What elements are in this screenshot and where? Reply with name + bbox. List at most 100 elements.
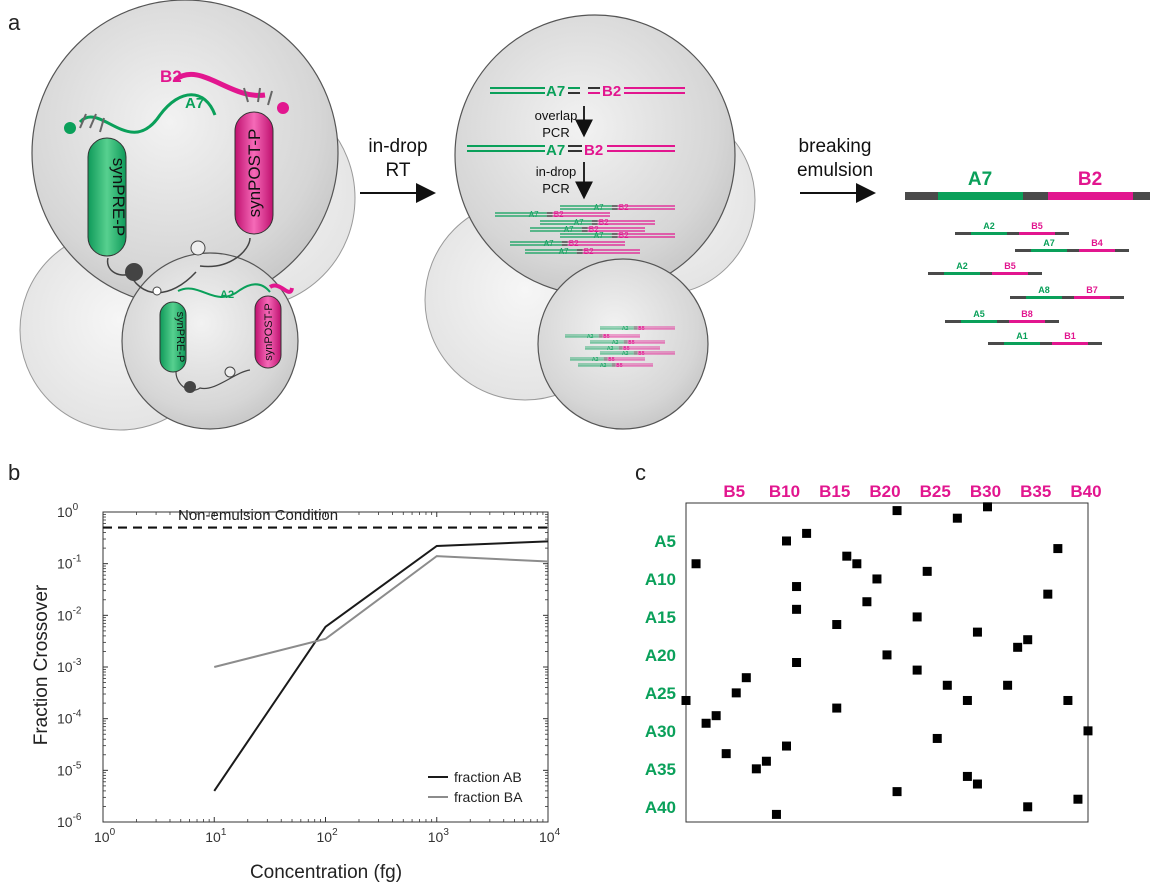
crossover-point <box>782 741 791 751</box>
crossover-point <box>731 688 741 698</box>
crossover-point <box>792 604 802 614</box>
synpre-label-small: synPRE-P <box>174 312 186 363</box>
amplicon: A2 B5 <box>590 340 665 346</box>
column-label: B15 <box>819 482 850 501</box>
panel-c-letter: c <box>635 460 646 485</box>
amplicon: A2 B5 <box>600 326 675 332</box>
synpost-cylinder <box>254 295 282 369</box>
fragment-label-b: B4 <box>1091 238 1103 248</box>
crossover-point <box>892 787 902 797</box>
rna-strand-b <box>173 71 266 98</box>
rna-strand-b <box>268 283 294 294</box>
amplicon-label-b: B5 <box>628 340 634 346</box>
row-label: A5 <box>654 532 676 551</box>
crossover-point <box>932 733 942 743</box>
amplicon-label-a: A7 <box>594 203 604 212</box>
crossover-point <box>1003 680 1013 690</box>
y-axis-title: Fraction Crossover <box>31 584 52 745</box>
column-label: B5 <box>723 482 745 501</box>
crossover-point <box>1013 642 1023 652</box>
amplicon: A7 B2 <box>510 239 625 248</box>
crossover-point <box>962 771 972 781</box>
row-label: A10 <box>645 570 676 589</box>
crossover-point <box>852 559 862 569</box>
reference-line-label: Non-emulsion Condition <box>178 507 338 524</box>
crossover-point <box>952 513 962 523</box>
y-tick-label: 10-4 <box>57 709 82 727</box>
crossover-point <box>802 528 812 538</box>
crossover-point <box>711 711 721 721</box>
cell-pair-large: B2 A7 synPRE-P synPOST-P <box>64 67 289 296</box>
product-large-label-a: A7 <box>968 169 992 190</box>
crossover-point <box>1023 802 1033 812</box>
crossover-point <box>1053 544 1063 554</box>
amplicon-label-a: A7 <box>564 225 574 234</box>
row-label: A35 <box>645 760 676 779</box>
amplicon-label-b: B5 <box>603 334 609 340</box>
bead-icon <box>190 240 206 256</box>
bead-icon <box>152 286 162 296</box>
bead-icon <box>125 263 143 281</box>
synpre-cylinder <box>159 301 187 373</box>
column-label: B35 <box>1020 482 1051 501</box>
rna-label-a: A7 <box>185 95 204 112</box>
amplicon-label-b: B2 <box>569 239 579 248</box>
crossover-point <box>1043 589 1053 599</box>
amplicon: A2 B5 <box>565 334 640 340</box>
crossover-matrix: B5 B10 B15 B20 B25 B30 B35 B40 A5 A10 A15 A20 A25 A30… <box>645 482 1102 823</box>
amplicon: A2 B5 <box>578 363 653 369</box>
crossover-point <box>1063 695 1073 705</box>
amplicon-label-b: B2 <box>599 218 609 227</box>
amplicon-label-b: B5 <box>616 363 622 369</box>
crossover-point <box>782 536 791 546</box>
panel-a-letter: a <box>8 10 21 35</box>
column-label: B30 <box>970 482 1001 501</box>
rna-strand-a <box>78 93 217 134</box>
crossover-point <box>1083 726 1093 736</box>
y-tick-label: 10-3 <box>57 657 82 675</box>
line-chart: 100 101 102 103 104 10-6 10-5 10-4 10-3 10-2 10-1 1… <box>57 502 561 845</box>
row-label: A20 <box>645 646 676 665</box>
amplicon: A2 B5 <box>600 351 675 357</box>
column-label: B40 <box>1070 482 1101 501</box>
fragment-label-a: A2 <box>983 221 995 231</box>
x-tick-label: 103 <box>428 827 450 845</box>
fragment-label-a: A7 <box>1043 238 1055 248</box>
panel-a: a B2 A7 synPRE-P synPOST-P <box>8 0 1150 431</box>
bead-icon <box>184 381 196 393</box>
crossover-point <box>962 695 972 705</box>
arrow1-label-line2: RT <box>386 160 411 181</box>
crossover-point <box>691 559 701 569</box>
amplicon-label-a: A7 <box>594 231 604 240</box>
amplicon-label-b: B5 <box>623 346 629 352</box>
linker-strand <box>175 369 251 391</box>
synpre-cylinder <box>87 137 127 257</box>
column-label: B25 <box>920 482 951 501</box>
crossover-point <box>872 574 882 584</box>
small-droplet <box>121 252 299 430</box>
legend-label: fraction AB <box>454 769 522 785</box>
synpre-label: synPRE-P <box>109 158 128 236</box>
y-tick-label: 10-1 <box>57 554 82 572</box>
fragment: A2 B5 <box>955 221 1069 235</box>
amplicon: A7 B2 <box>560 231 675 240</box>
amplicon-label-a: A7 <box>559 247 569 256</box>
amplicon-label-b: B5 <box>608 357 614 363</box>
crossover-point <box>862 597 872 607</box>
fragment-label-a: A1 <box>1016 331 1028 341</box>
product-middle: A7 B2 <box>467 142 675 159</box>
series-line-ab <box>213 540 549 792</box>
bead-icon <box>277 102 289 114</box>
arrow-in-drop-rt: in-drop RT <box>360 136 436 203</box>
row-label: A25 <box>645 684 676 703</box>
amplicon-label-b: B2 <box>619 203 629 212</box>
crossover-point <box>1073 794 1083 804</box>
fragment: A5 B8 <box>945 309 1059 323</box>
matrix-frame <box>685 502 1089 823</box>
crossover-point <box>882 650 892 660</box>
fragment-label-b: B8 <box>1021 309 1033 319</box>
amplicon-label-b: B2 <box>589 225 599 234</box>
